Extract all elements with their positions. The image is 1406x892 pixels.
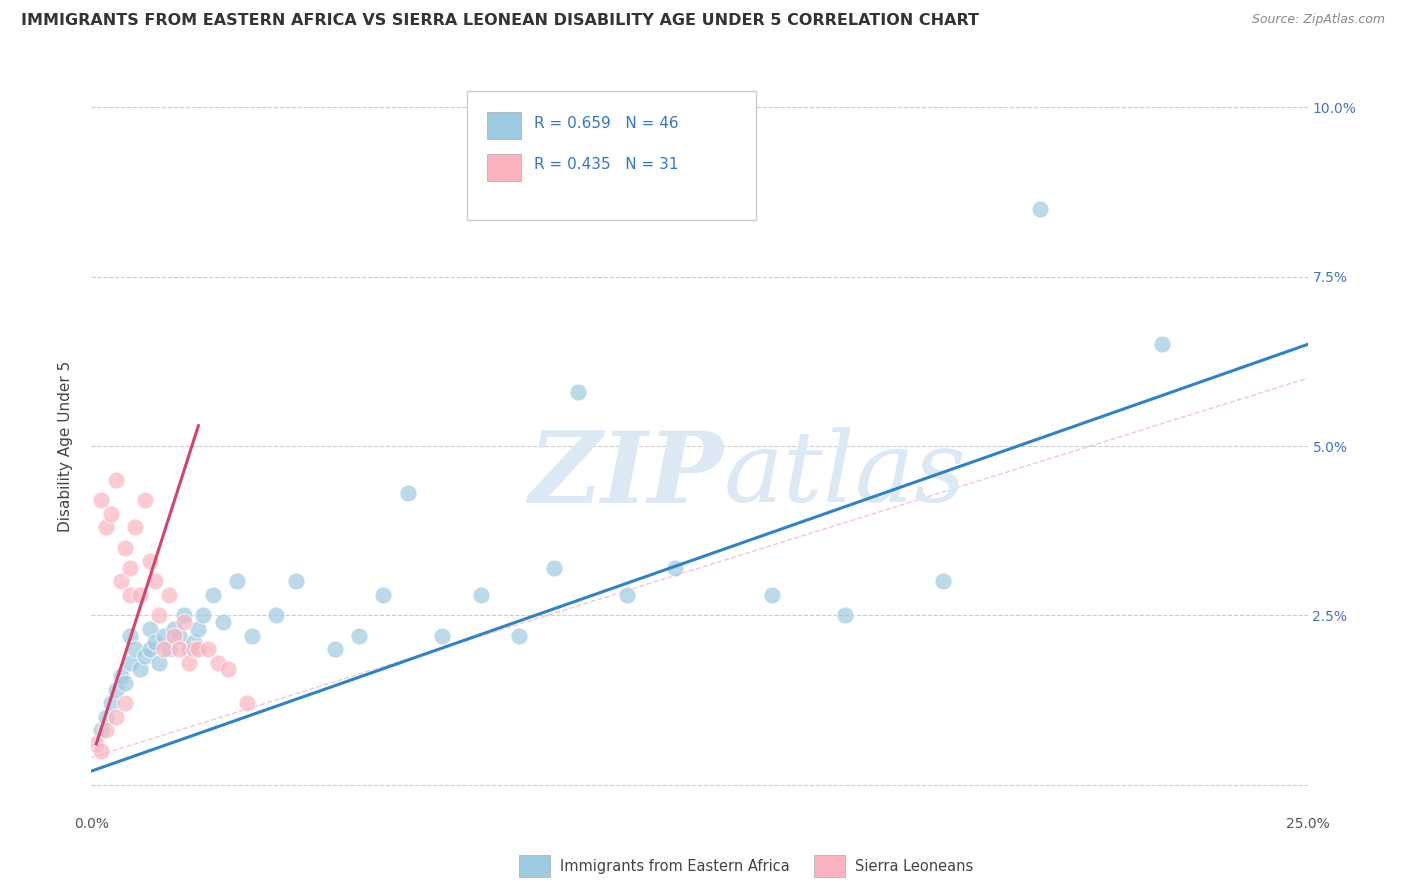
Point	[430, 629, 453, 643]
Point	[120, 561, 142, 575]
Text: IMMIGRANTS FROM EASTERN AFRICA VS SIERRA LEONEAN DISABILITY AGE UNDER 5 CORRELAT: IMMIGRANTS FROM EASTERN AFRICA VS SIERRA…	[21, 13, 979, 29]
Point	[148, 608, 170, 623]
Point	[211, 615, 233, 629]
Point	[94, 710, 117, 724]
Point	[100, 697, 122, 711]
Point	[167, 629, 190, 643]
Point	[104, 473, 127, 487]
Point	[236, 697, 259, 711]
Point	[114, 697, 136, 711]
Point	[120, 656, 142, 670]
Point	[217, 663, 239, 677]
Point	[470, 588, 492, 602]
Point	[104, 710, 127, 724]
Point	[114, 541, 136, 555]
Point	[197, 642, 219, 657]
Point	[240, 629, 263, 643]
Point	[143, 635, 166, 649]
Point	[84, 737, 107, 751]
Point	[163, 622, 186, 636]
Point	[177, 656, 200, 670]
Point	[187, 622, 209, 636]
Point	[157, 588, 180, 602]
Point	[90, 493, 112, 508]
Point	[187, 642, 209, 657]
Point	[94, 723, 117, 738]
Point	[139, 642, 162, 657]
Point	[153, 642, 176, 657]
Point	[120, 588, 142, 602]
Point	[120, 629, 142, 643]
Point	[323, 642, 346, 657]
Y-axis label: Disability Age Under 5: Disability Age Under 5	[58, 360, 73, 532]
Text: R = 0.435   N = 31: R = 0.435 N = 31	[533, 157, 678, 172]
Point	[163, 629, 186, 643]
Point	[110, 669, 132, 683]
Point	[1150, 337, 1173, 351]
Point	[834, 608, 856, 623]
Point	[110, 574, 132, 589]
Point	[173, 615, 195, 629]
Point	[104, 682, 127, 697]
Point	[124, 642, 146, 657]
Point	[508, 629, 530, 643]
Point	[134, 648, 156, 663]
Text: atlas: atlas	[724, 427, 966, 523]
Point	[148, 656, 170, 670]
Point	[567, 384, 589, 399]
Point	[129, 588, 152, 602]
Text: Source: ZipAtlas.com: Source: ZipAtlas.com	[1251, 13, 1385, 27]
Point	[90, 744, 112, 758]
Point	[373, 588, 395, 602]
Point	[396, 486, 419, 500]
Point	[1029, 202, 1052, 216]
Text: R = 0.659   N = 46: R = 0.659 N = 46	[533, 115, 678, 130]
Point	[143, 574, 166, 589]
Point	[931, 574, 953, 589]
Point	[543, 561, 565, 575]
Point	[124, 520, 146, 534]
Point	[153, 629, 176, 643]
Point	[167, 642, 190, 657]
Point	[129, 663, 152, 677]
Point	[226, 574, 249, 589]
Point	[94, 520, 117, 534]
Point	[284, 574, 307, 589]
Text: ZIP: ZIP	[529, 427, 724, 524]
Point	[177, 642, 200, 657]
Text: Sierra Leoneans: Sierra Leoneans	[855, 859, 973, 873]
Point	[157, 642, 180, 657]
Point	[761, 588, 783, 602]
Point	[134, 493, 156, 508]
Point	[264, 608, 287, 623]
Point	[139, 554, 162, 568]
Point	[616, 588, 638, 602]
Point	[90, 723, 112, 738]
Text: Immigrants from Eastern Africa: Immigrants from Eastern Africa	[560, 859, 789, 873]
Point	[193, 608, 215, 623]
Point	[183, 642, 205, 657]
Point	[202, 588, 225, 602]
Point	[139, 622, 162, 636]
Point	[664, 561, 686, 575]
Point	[347, 629, 370, 643]
Point	[173, 608, 195, 623]
Point	[207, 656, 229, 670]
Point	[100, 507, 122, 521]
Point	[114, 676, 136, 690]
Point	[183, 635, 205, 649]
